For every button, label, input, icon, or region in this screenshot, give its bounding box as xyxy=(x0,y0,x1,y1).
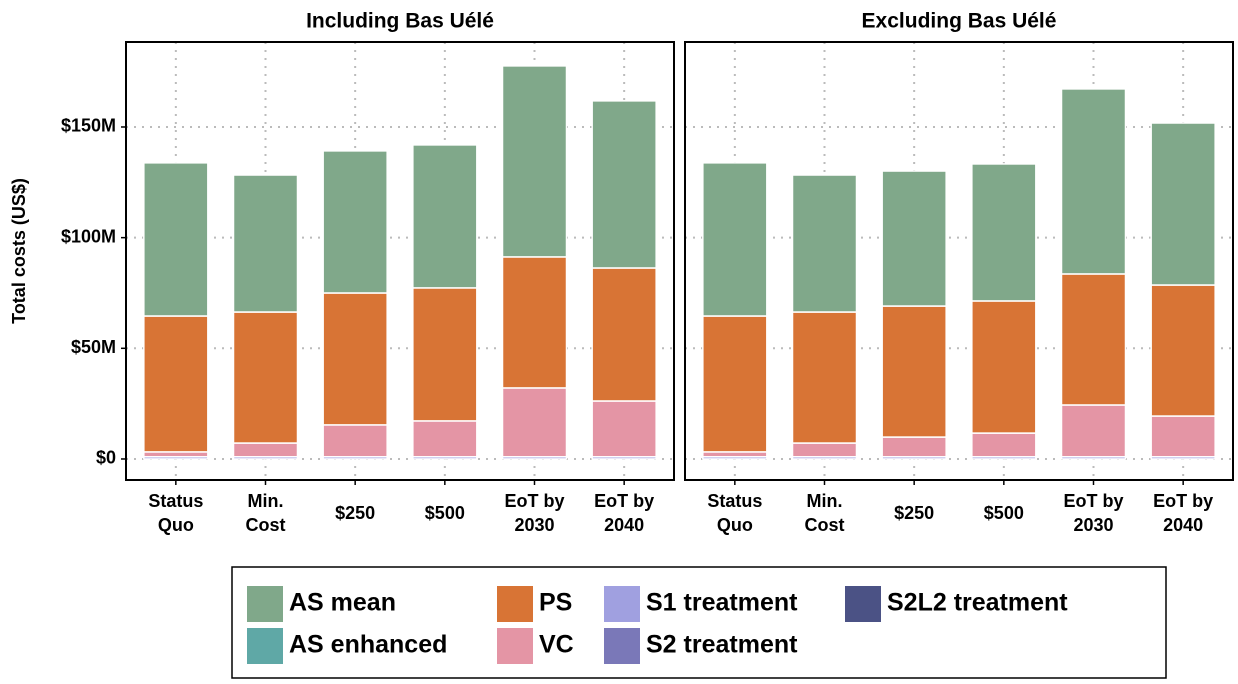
x-tick-label: Status Quo xyxy=(148,491,203,535)
x-tick-label: EoT by 2030 xyxy=(504,491,564,535)
bar-segment xyxy=(232,174,299,313)
legend-swatch xyxy=(604,628,640,664)
bar-segment xyxy=(412,144,478,289)
bar-segment xyxy=(591,400,657,458)
panel-border xyxy=(125,41,675,481)
bar-segment xyxy=(232,442,299,458)
bar-segment xyxy=(1060,88,1127,275)
x-tick-label: $500 xyxy=(425,503,465,523)
legend-label: AS mean xyxy=(289,589,396,617)
bar-segment xyxy=(971,300,1037,434)
bar-segment xyxy=(1060,404,1127,458)
y-axis-label: Total costs (US$) xyxy=(9,178,29,324)
x-tick-label: $250 xyxy=(894,503,934,523)
bar-segment xyxy=(412,420,478,458)
bar-segment xyxy=(322,292,388,426)
bar-segment xyxy=(971,432,1037,458)
bar-segment xyxy=(501,65,568,258)
y-tick-label: $50M xyxy=(71,337,116,357)
legend-swatch xyxy=(247,586,283,622)
bar-segment xyxy=(702,315,768,453)
x-tick-label: EoT by 2040 xyxy=(594,491,654,535)
x-tick-label: $250 xyxy=(335,503,375,523)
legend-swatch xyxy=(497,586,533,622)
bar-segment xyxy=(322,424,388,458)
legend-label: S1 treatment xyxy=(646,589,798,617)
x-tick-label: EoT by 2030 xyxy=(1063,491,1123,535)
bar-segment xyxy=(501,387,568,458)
panel-title: Excluding Bas Uélé xyxy=(862,10,1057,33)
bar-segment xyxy=(971,163,1037,302)
x-tick-label: Min. Cost xyxy=(805,491,845,535)
bar-segment xyxy=(791,442,858,458)
x-tick-label: EoT by 2040 xyxy=(1153,491,1213,535)
x-tick-label: Status Quo xyxy=(707,491,762,535)
legend-label: S2 treatment xyxy=(646,631,798,659)
bar-segment xyxy=(143,162,209,317)
bar-segment xyxy=(1150,122,1216,286)
y-tick-label: $150M xyxy=(61,116,116,136)
bar-segment xyxy=(1150,415,1216,458)
panel-title: Including Bas Uélé xyxy=(306,10,494,33)
legend-swatch xyxy=(247,628,283,664)
bar-segment xyxy=(881,170,947,307)
bar-segment xyxy=(501,256,568,389)
legend-swatch xyxy=(497,628,533,664)
bar-segment xyxy=(591,267,657,402)
bar-segment xyxy=(881,305,947,438)
legend-box xyxy=(231,566,1167,679)
y-tick-label: $100M xyxy=(61,226,116,246)
legend-label: VC xyxy=(539,631,574,659)
bar-segment xyxy=(322,150,388,294)
legend-label: AS enhanced xyxy=(289,631,447,659)
y-tick-label: $0 xyxy=(96,448,116,468)
bar-segment xyxy=(702,162,768,317)
bar-segment xyxy=(881,436,947,458)
bar-segment xyxy=(1060,273,1127,406)
bar-segment xyxy=(791,174,858,313)
bar-segment xyxy=(412,287,478,422)
panel-border xyxy=(684,41,1234,481)
bar-segment xyxy=(1150,284,1216,417)
bar-segment xyxy=(143,315,209,453)
x-tick-label: $500 xyxy=(984,503,1024,523)
legend-label: S2L2 treatment xyxy=(887,589,1068,617)
bar-segment xyxy=(591,100,657,269)
bar-segment xyxy=(232,311,299,444)
x-tick-label: Min. Cost xyxy=(246,491,286,535)
legend-label: PS xyxy=(539,589,572,617)
legend-swatch xyxy=(845,586,881,622)
legend-swatch xyxy=(604,586,640,622)
bar-segment xyxy=(791,311,858,444)
